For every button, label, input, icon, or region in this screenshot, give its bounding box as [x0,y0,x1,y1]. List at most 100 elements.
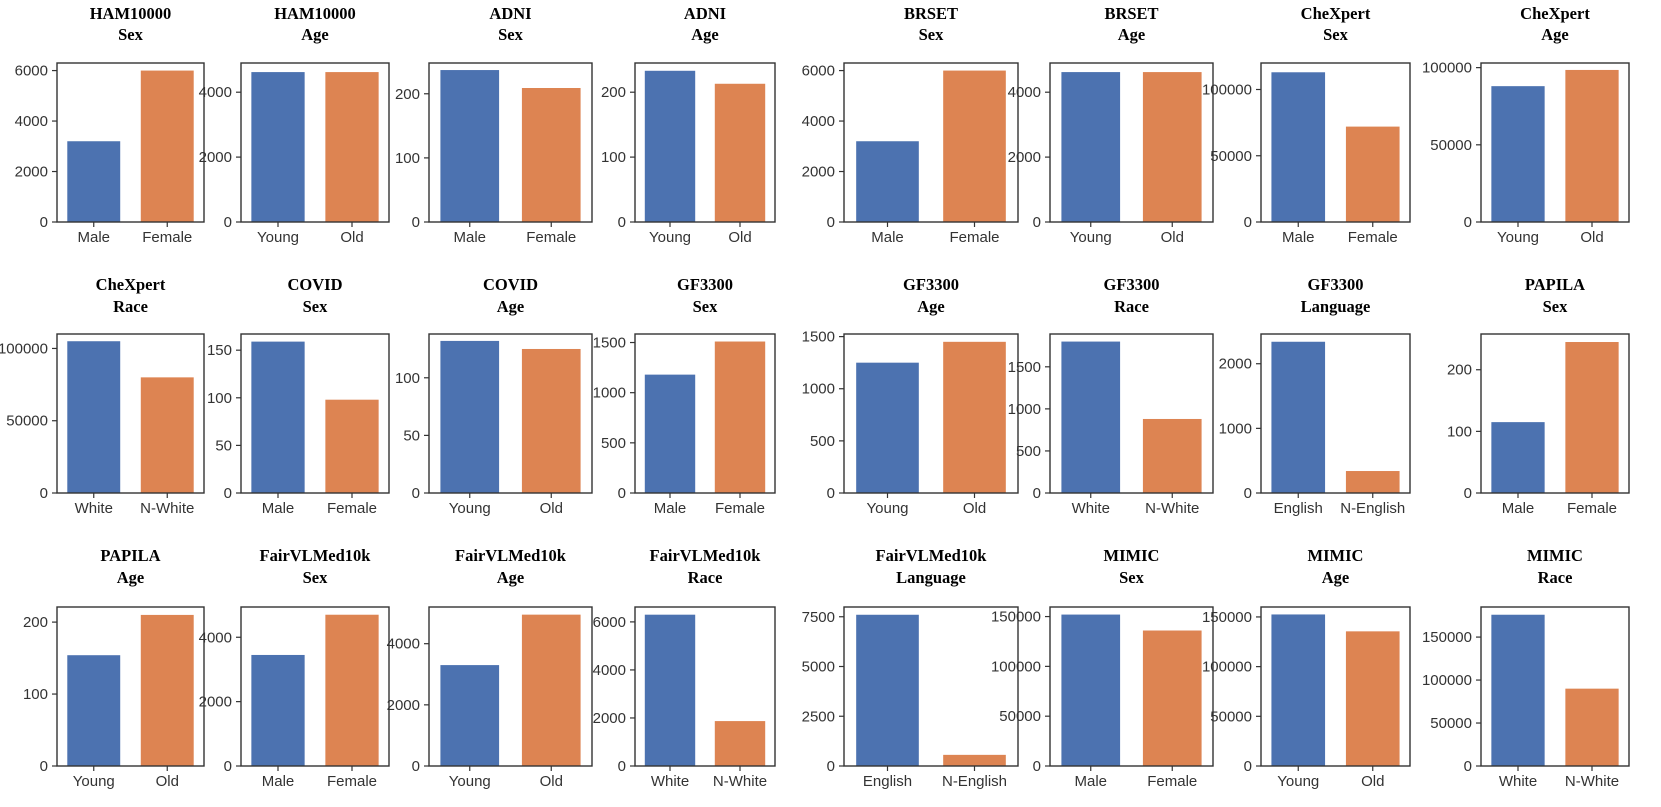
bar-male [251,654,305,766]
x-tick-label: Male [1282,229,1315,246]
y-tick-label: 0 [1033,758,1041,775]
bar-female [140,70,194,222]
y-tick-label: 1000 [593,385,626,402]
chart-panel-19: FairVLMed10k Age 0 2000 4000 Young Old [387,546,593,790]
x-tick-label: Female [142,229,192,246]
plot-frame [1049,606,1214,767]
chart-title-attribute: Sex [1323,25,1349,44]
x-tick-label: Old [963,500,986,517]
y-tick-label: 6000 [802,63,835,80]
bar-female [943,70,1006,222]
bar-young [1271,614,1326,766]
bar-young [856,362,919,493]
y-tick-label: 2000 [1219,356,1252,373]
x-tick-label: Female [1147,773,1197,790]
y-tick-label: 0 [827,758,835,775]
y-tick-label: 100000 [1202,82,1252,99]
plot-frame [1049,62,1214,223]
y-tick-label: 50 [403,427,420,444]
bar-old [521,614,581,766]
y-tick-label: 4000 [199,629,232,646]
x-tick-label: Young [73,773,115,790]
bar-english [1271,341,1326,493]
chart-panel-15: GF3300 Language 0 1000 2000 English N-English [1219,275,1411,517]
chart-title-dataset: FairVLMed10k [260,546,372,565]
y-tick-label: 200 [395,86,420,103]
y-tick-label: 1500 [1008,359,1041,376]
chart-panel-22: MIMIC Sex 0 50000 100000 150000 Male Female [991,546,1214,790]
bar-old [943,341,1006,493]
bar-young [251,72,305,222]
chart-title-attribute: Sex [1119,568,1145,587]
chart-title-attribute: Race [688,568,723,587]
plot-frame [634,333,776,494]
y-tick-label: 0 [1464,758,1472,775]
y-tick-label: 2000 [199,149,232,166]
plot-frame [1480,606,1630,767]
y-tick-label: 50000 [1430,137,1472,154]
chart-title-attribute: Race [1114,297,1149,316]
plot-frame [1049,333,1214,494]
bar-old [1142,72,1202,222]
bar-young [1061,72,1121,222]
x-tick-label: Young [867,500,909,517]
x-tick-label: Male [262,500,295,517]
bar-male [644,374,696,493]
y-tick-label: 500 [601,435,626,452]
x-tick-label: Young [1497,229,1539,246]
chart-title-attribute: Sex [919,25,945,44]
y-tick-label: 200 [601,84,626,101]
y-tick-label: 4000 [1008,84,1041,101]
bar-old [714,83,766,222]
bar-male [1061,614,1121,766]
x-tick-label: Male [77,229,110,246]
chart-title-attribute: Sex [1543,297,1569,316]
y-tick-label: 0 [224,214,232,231]
y-tick-label: 1500 [593,335,626,352]
x-tick-label: N-White [140,500,194,517]
bar-white [67,341,121,493]
chart-title-attribute: Sex [498,25,524,44]
x-tick-label: English [863,773,912,790]
x-tick-label: Female [327,500,377,517]
x-tick-label: White [75,500,113,517]
chart-panel-17: PAPILA Age 0 100 200 Young Old [23,546,205,790]
bar-female [325,614,379,766]
chart-title-dataset: FairVLMed10k [455,546,567,565]
bar-n-english [943,754,1006,766]
y-tick-label: 0 [224,758,232,775]
plot-frame [56,333,205,494]
bar-white [1061,341,1121,493]
chart-panel-21: FairVLMed10k Language 0 2500 5000 7500 English… [802,546,1019,790]
chart-title-attribute: Age [497,297,525,316]
x-tick-label: Young [257,229,299,246]
chart-title-attribute: Sex [303,568,329,587]
y-tick-label: 4000 [199,84,232,101]
chart-panel-2: HAM10000 Age 0 2000 4000 Young Old [199,4,390,246]
x-tick-label: Old [1580,229,1603,246]
x-tick-label: N-White [1565,773,1619,790]
y-tick-label: 2000 [15,164,48,181]
plot-frame [1260,62,1411,223]
y-tick-label: 0 [1244,758,1252,775]
y-tick-label: 1000 [1219,420,1252,437]
chart-panel-5: BRSET Sex 0 2000 4000 6000 Male Female [802,4,1019,246]
x-tick-label: Male [1502,500,1535,517]
y-tick-label: 0 [1244,485,1252,502]
y-tick-label: 500 [810,433,835,450]
y-tick-label: 0 [827,214,835,231]
bar-female [1142,630,1202,766]
y-tick-label: 150000 [1202,609,1252,626]
chart-panel-1: HAM10000 Sex 0 2000 4000 6000 Male Female [15,4,205,246]
plot-frame [240,606,390,767]
y-tick-label: 2000 [593,710,626,727]
chart-title-dataset: GF3300 [1308,275,1364,294]
x-tick-label: Young [449,500,491,517]
y-tick-label: 50000 [999,708,1041,725]
y-tick-label: 1000 [802,381,835,398]
chart-title-attribute: Age [917,297,945,316]
x-tick-label: Male [453,229,486,246]
bar-n-white [1142,418,1202,493]
chart-panel-13: GF3300 Age 0 500 1000 1500 Young Old [802,275,1019,517]
chart-title-attribute: Sex [118,25,144,44]
